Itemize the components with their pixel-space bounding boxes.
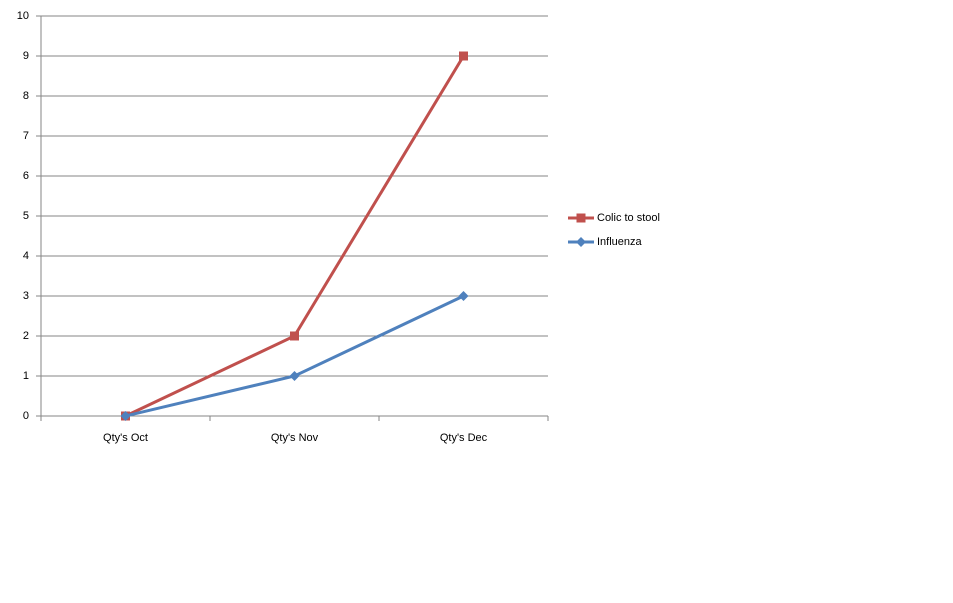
y-tick-label: 3 xyxy=(23,290,29,302)
x-tick-label: Qty's Dec xyxy=(440,432,488,444)
y-tick-label: 0 xyxy=(23,410,29,422)
y-tick-label: 8 xyxy=(23,90,29,102)
y-tick-label: 7 xyxy=(23,130,29,142)
marker xyxy=(458,291,469,301)
y-tick-label: 10 xyxy=(17,10,29,22)
marker xyxy=(289,371,300,381)
marker xyxy=(576,237,586,247)
y-tick-label: 1 xyxy=(23,370,29,382)
legend-label: Influenza xyxy=(597,236,643,248)
y-tick-label: 9 xyxy=(23,50,29,62)
y-tick-label: 2 xyxy=(23,330,29,342)
series-line xyxy=(125,294,465,418)
legend-label: Colic to stool xyxy=(597,212,660,224)
y-tick-label: 4 xyxy=(23,250,29,262)
x-tick-label: Qty's Nov xyxy=(271,432,319,444)
marker xyxy=(290,331,299,341)
marker xyxy=(459,51,468,61)
y-tick-label: 5 xyxy=(23,210,29,222)
series-line xyxy=(124,55,465,418)
x-tick-label: Qty's Oct xyxy=(103,432,148,444)
y-tick-label: 6 xyxy=(23,170,29,182)
marker xyxy=(576,213,586,223)
marker xyxy=(120,411,131,421)
